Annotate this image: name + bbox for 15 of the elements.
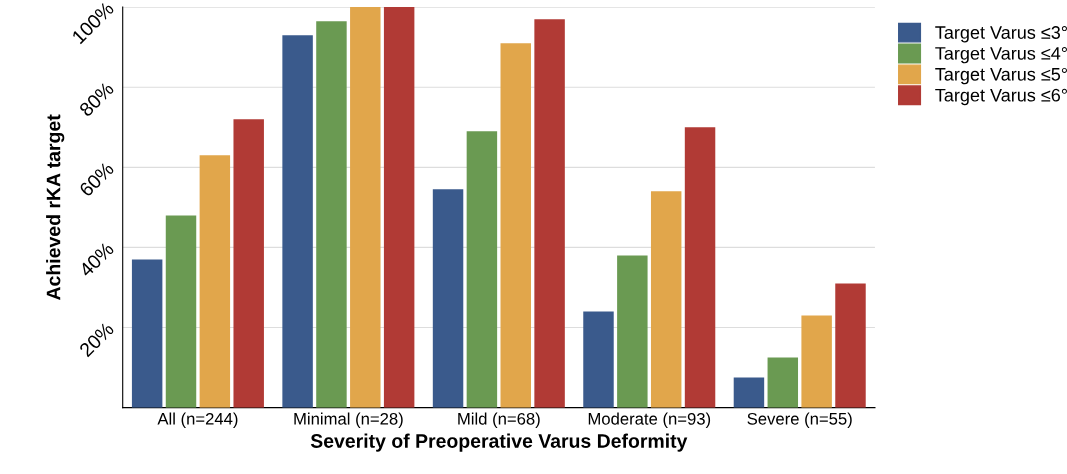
x-tick-label: All (n=244) <box>157 412 238 429</box>
legend-label: Target Varus ≤5° <box>935 67 1067 85</box>
legend-label: Target Varus ≤4° <box>935 47 1067 64</box>
legend-label: Target Varus ≤3° <box>935 26 1067 43</box>
y-axis-title: Achieved rKA target <box>46 114 65 300</box>
x-tick-label: Mild (n=68) <box>458 412 540 429</box>
x-axis-title: Severity of Preoperative Varus Deformity <box>310 433 688 452</box>
y-tick-label: 20% <box>78 321 115 358</box>
legend-label: Target Varus ≤6° <box>935 88 1067 106</box>
x-tick-label: Minimal (n=28) <box>294 412 403 429</box>
y-tick-label: 80% <box>78 81 115 118</box>
x-tick-label: Moderate (n=93) <box>588 412 711 429</box>
y-tick-label: 40% <box>78 241 115 278</box>
x-tick-label: Severe (n=55) <box>747 412 852 429</box>
y-tick-label: 60% <box>78 161 115 198</box>
